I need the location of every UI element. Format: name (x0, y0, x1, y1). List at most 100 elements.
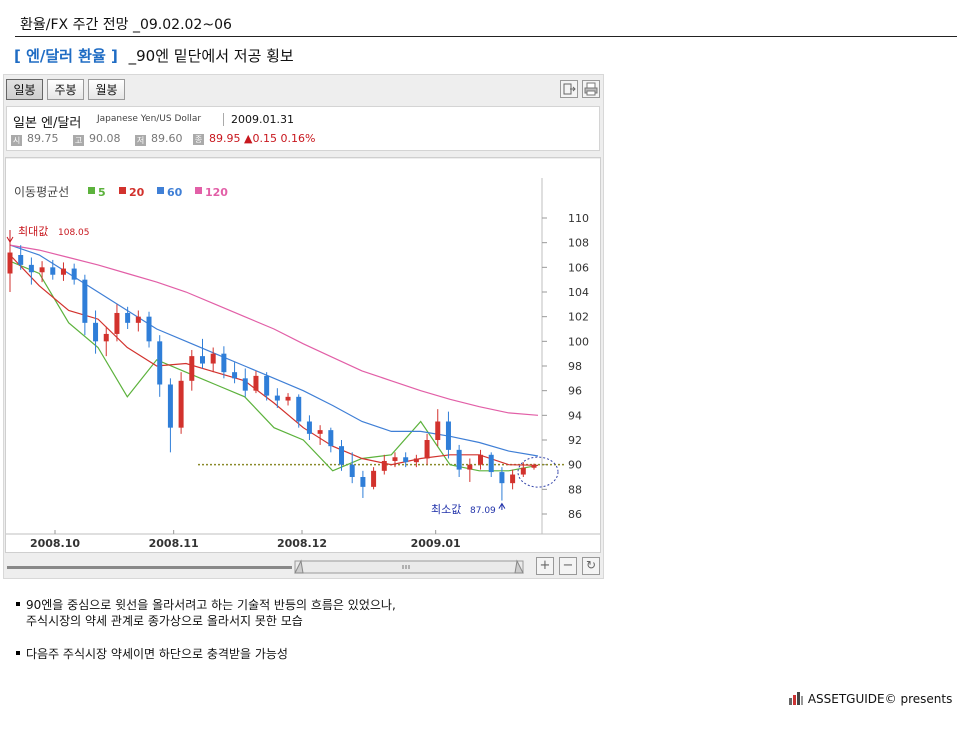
min-arrow-head (498, 502, 506, 509)
legend-swatch (157, 187, 164, 194)
candle-body (285, 396, 291, 401)
high-text: 90.08 (89, 132, 121, 145)
candle-body (435, 421, 441, 440)
legend-label-20: 20 (129, 186, 145, 199)
brand-logo-icon (789, 692, 803, 705)
y-tick-label: 98 (568, 360, 582, 373)
candle-body (264, 375, 270, 396)
candle-body (221, 353, 227, 373)
chart-scroller: + − ↻ (5, 555, 601, 577)
print-icon[interactable] (582, 80, 600, 98)
candle-body (478, 454, 484, 465)
candle-body (445, 421, 451, 450)
x-tick-label: 2008.12 (277, 537, 327, 550)
bullet-1-line-1: 90엔을 중심으로 윗선을 올라서려고 하는 기술적 반등의 흐름은 있었으나, (26, 598, 396, 612)
candle-body (392, 457, 398, 461)
subtitle-bracket: [ 엔/달러 환율 ] (14, 47, 118, 65)
open-text: 89.75 (27, 132, 59, 145)
legend-label-60: 60 (167, 186, 183, 199)
candle-body (189, 356, 195, 381)
low-value: 저 89.60 (135, 132, 183, 146)
candle-body (103, 333, 109, 342)
ma-line-20 (9, 254, 539, 466)
candle-body (467, 464, 473, 470)
tab-daily[interactable]: 일봉 (6, 79, 43, 100)
candle-body (232, 372, 238, 379)
candle-body (93, 322, 99, 342)
legend-swatch (88, 187, 95, 194)
y-tick-label: 92 (568, 434, 582, 447)
y-tick-label: 86 (568, 508, 582, 521)
header-divider (15, 36, 957, 37)
bullet-2: 다음주 주식시장 약세이면 하단으로 충격받을 가능성 (16, 646, 288, 662)
candle-body (488, 454, 494, 473)
max-arrow-head (6, 236, 14, 244)
x-tick-label: 2009.01 (411, 537, 461, 550)
reset-icon[interactable]: ↻ (582, 557, 600, 575)
close-icon: 종 (193, 134, 204, 145)
candle-body (510, 474, 516, 484)
max-value: 108.05 (58, 228, 90, 238)
y-tick-label: 100 (568, 335, 589, 348)
candle-body (71, 268, 77, 280)
candle-body (424, 440, 430, 459)
candle-body (146, 316, 152, 342)
zoom-out-icon[interactable]: − (559, 557, 577, 575)
min-label: 최소값 (431, 503, 461, 516)
y-tick-label: 104 (568, 286, 589, 299)
tab-weekly[interactable]: 주봉 (47, 79, 84, 100)
candle-body (520, 467, 526, 475)
quote-info-box: 일본 엔/달러 Japanese Yen/US Dollar 2009.01.3… (6, 106, 600, 151)
ma-line-60 (9, 244, 539, 457)
candle-body (7, 252, 13, 274)
candle-body (306, 421, 312, 434)
subtitle: [ 엔/달러 환율 ] _90엔 밑단에서 저공 횡보 (14, 45, 294, 66)
quote-date: 2009.01.31 (231, 113, 294, 126)
candle-body (381, 460, 387, 471)
open-icon: 시 (11, 135, 22, 146)
candle-body (242, 378, 248, 391)
candle-body (413, 458, 419, 463)
candle-body (371, 470, 377, 487)
x-tick-label: 2008.11 (149, 537, 199, 550)
ma-line-5 (9, 260, 539, 472)
instrument-english: Japanese Yen/US Dollar (97, 114, 202, 124)
candle-body (39, 267, 45, 273)
high-icon: 고 (73, 135, 84, 146)
candle-body (210, 353, 216, 364)
min-value: 87.09 (470, 506, 496, 516)
legend-title: 이동평균선 (14, 185, 69, 199)
candle-body (296, 396, 302, 422)
candle-body (531, 465, 537, 468)
candle-body (125, 312, 131, 323)
max-label: 최대값 (18, 225, 48, 238)
tab-monthly[interactable]: 월봉 (88, 79, 125, 100)
close-text: 89.95 (209, 132, 241, 145)
candle-body (28, 264, 34, 273)
candle-body (253, 375, 259, 391)
candle-body (339, 446, 345, 465)
candle-body (60, 268, 66, 275)
candle-body (403, 457, 409, 463)
y-tick-label: 90 (568, 459, 582, 472)
candle-body (114, 312, 120, 334)
candle-body (360, 477, 366, 487)
candle-body (349, 464, 355, 477)
legend-swatch (195, 187, 202, 194)
candle-body (328, 430, 334, 447)
legend-swatch (119, 187, 126, 194)
zoom-in-icon[interactable]: + (536, 557, 554, 575)
low-icon: 저 (135, 135, 146, 146)
candle-body (135, 316, 141, 323)
y-tick-label: 108 (568, 237, 589, 250)
candle-body (178, 380, 184, 428)
open-value: 시 89.75 (11, 132, 59, 146)
candle-body (456, 449, 462, 470)
export-icon[interactable] (560, 80, 578, 98)
y-tick-label: 94 (568, 409, 582, 422)
candle-body (167, 384, 173, 428)
y-tick-label: 96 (568, 385, 582, 398)
candle-body (274, 395, 280, 401)
bullet-2-line-1: 다음주 주식시장 약세이면 하단으로 충격받을 가능성 (26, 647, 288, 661)
x-tick-label: 2008.10 (30, 537, 80, 550)
